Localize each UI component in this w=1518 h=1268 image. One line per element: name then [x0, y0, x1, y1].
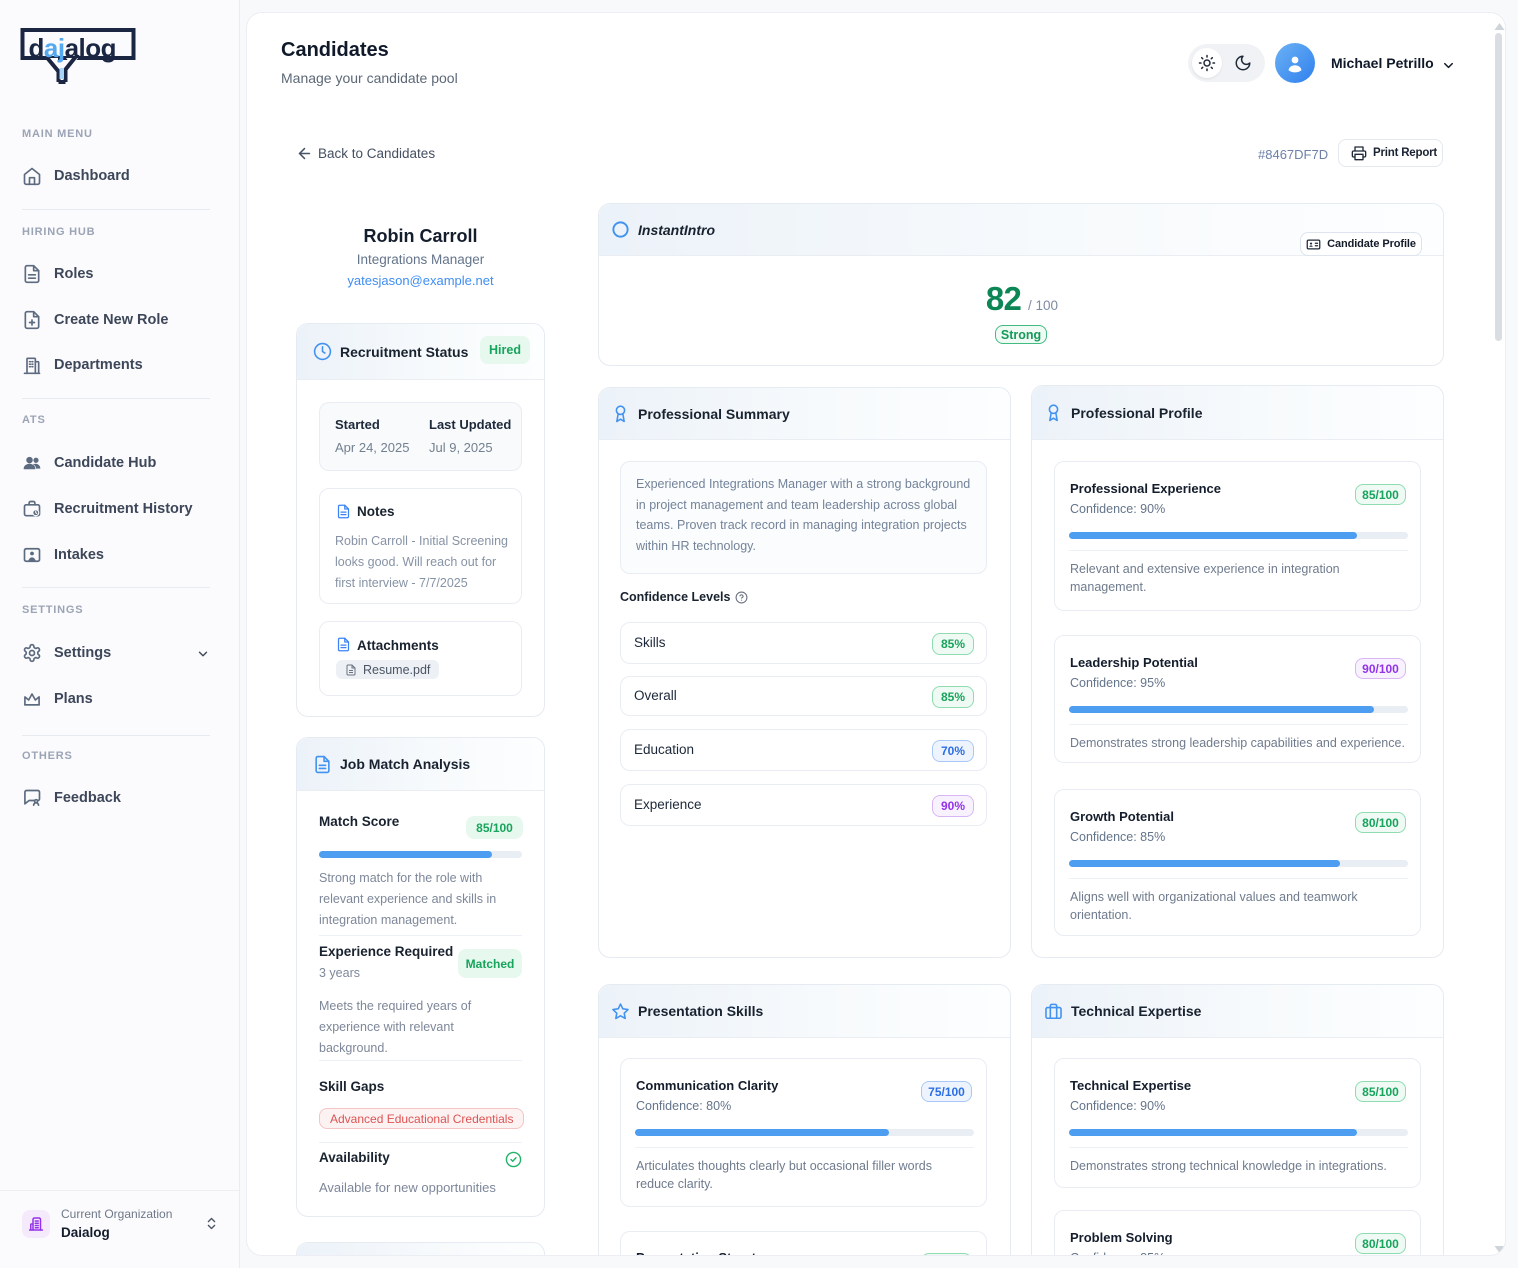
svg-text:dajalog: dajalog: [29, 33, 117, 63]
